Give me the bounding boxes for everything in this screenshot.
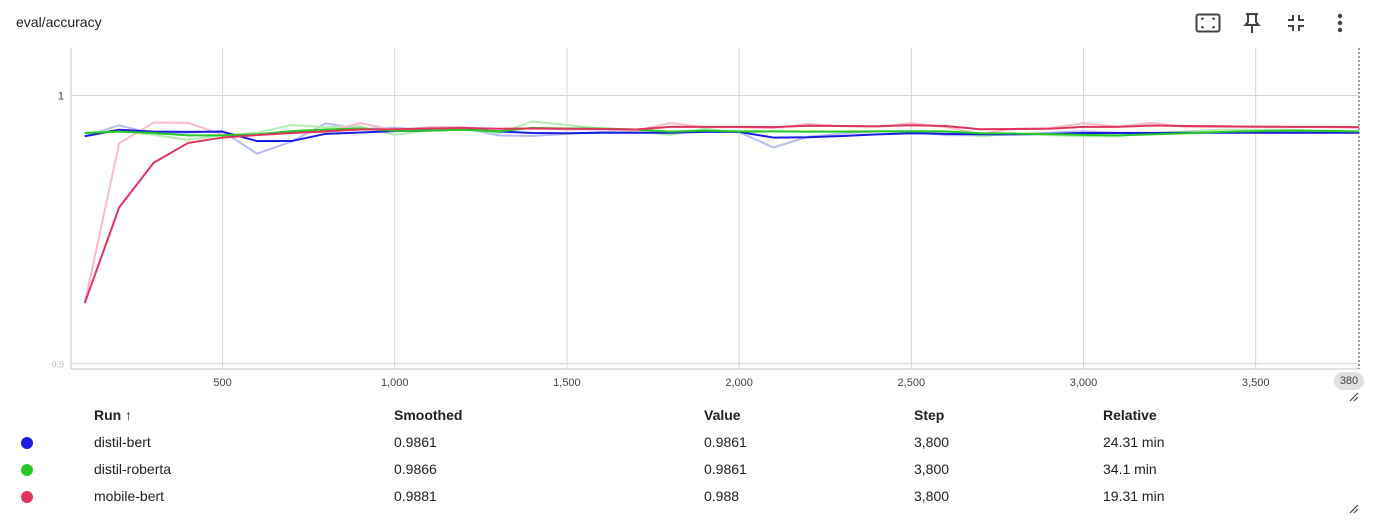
header-run[interactable]: Run ↑ [94,407,133,423]
relative-time: 24.31 min [1103,434,1165,450]
pin-button[interactable] [1230,10,1274,36]
smoothed-value: 0.9881 [394,488,437,504]
header-relative[interactable]: Relative [1103,407,1157,423]
fit-domain-icon [1195,13,1221,33]
step: 3,800 [914,461,950,477]
chart-toolbar [1186,10,1362,36]
header-smoothed[interactable]: Smoothed [394,407,463,423]
fit-domain-button[interactable] [1186,10,1230,36]
header-step[interactable]: Step [914,407,945,423]
x-tick-label: 1,500 [553,377,581,389]
value: 0.988 [704,488,740,504]
table-header-row: Run ↑ Smoothed Value Step Relative [0,402,1376,429]
collapse-icon [1288,15,1304,31]
line-chart[interactable]: 500 1,000 1,500 2,000 2,500 3,000 3,500 1 0.9 [0,0,1376,400]
run-color-dot [21,464,33,476]
relative-time: 19.31 min [1103,488,1165,504]
x-tick-label: 2,500 [898,377,926,389]
table-row: distil-bert 0.9861 0.9861 3,800 24.31 mi… [0,429,1376,456]
relative-time: 34.1 min [1103,461,1157,477]
x-tick-label: 3,000 [1070,377,1098,389]
header-value[interactable]: Value [704,407,741,423]
y-tick-label: 0.9 [51,360,64,370]
x-tick-label: 3,500 [1242,377,1270,389]
run-color-dot [21,491,33,503]
table-row: distil-roberta 0.9866 0.9861 3,800 34.1 … [0,456,1376,483]
smoothed-value: 0.9866 [394,461,437,477]
resize-handle-icon[interactable] [1348,391,1360,403]
more-options-button[interactable] [1318,10,1362,36]
value: 0.9861 [704,434,747,450]
x-tick-label: 500 [213,377,231,389]
run-color-dot [21,437,33,449]
series-line-mobile-bert [83,124,1360,304]
run-name: distil-bert [94,434,151,450]
pin-icon [1243,13,1261,33]
x-tick-label: 1,000 [381,377,409,389]
x-tick-label-last: 380 [1334,372,1364,390]
more-vert-icon [1337,13,1343,33]
series-line-distil-roberta [84,126,1360,137]
collapse-button[interactable] [1274,10,1318,36]
step: 3,800 [914,488,950,504]
x-tick-label: 2,000 [725,377,753,389]
chart-title: eval/accuracy [16,14,102,30]
table-row: mobile-bert 0.9881 0.988 3,800 19.31 min [0,483,1376,510]
series-raw-line-mobile-bert [83,121,1360,304]
run-name: distil-roberta [94,461,172,477]
run-name: mobile-bert [94,488,165,504]
table-resize-handle-icon[interactable] [1348,503,1360,515]
value: 0.9861 [704,461,747,477]
y-tick-label: 1 [58,90,64,102]
step: 3,800 [914,434,950,450]
smoothed-value: 0.9861 [394,434,437,450]
